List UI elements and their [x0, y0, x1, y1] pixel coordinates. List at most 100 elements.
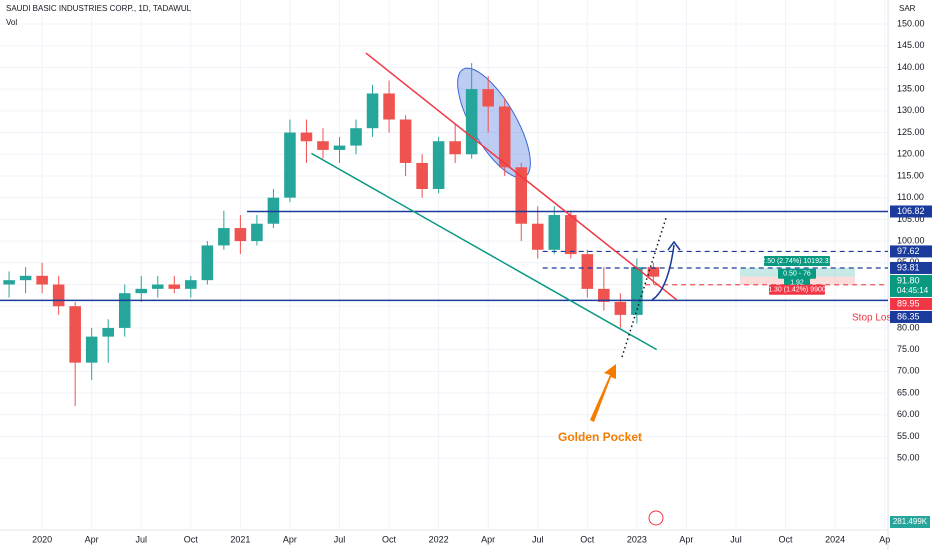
price-label: 97.62	[897, 246, 920, 256]
position-target: 2.50 (2.74%) 10192.31	[761, 258, 832, 265]
x-tick-label: Jul	[730, 534, 742, 544]
stop-loss: Stop Loss	[852, 313, 896, 324]
position-target-box	[764, 255, 830, 266]
candle-body	[647, 267, 660, 277]
x-tick-label: Oct	[382, 534, 397, 544]
candle-body	[383, 93, 395, 120]
symbol-title: SAUDI BASIC INDUSTRIES CORP., 1D, TADAWU…	[6, 4, 192, 13]
position-ratio: 0.50 - 76	[783, 271, 811, 278]
x-tick-label: 2024	[825, 534, 845, 544]
candle-body	[201, 245, 214, 281]
orange-arrow	[590, 364, 616, 422]
price-label-box	[890, 274, 932, 297]
candle-body	[151, 284, 164, 289]
y-tick-label: 55.00	[897, 431, 920, 441]
candle-body	[399, 119, 412, 163]
candle-body	[614, 301, 627, 315]
candle-body	[251, 223, 263, 242]
candle-body	[548, 215, 561, 250]
event-icon[interactable]	[648, 510, 664, 526]
candle-body	[565, 215, 577, 255]
x-tick-label: Oct	[580, 534, 595, 544]
price-label: 106.82	[897, 206, 925, 216]
candle-body	[168, 284, 181, 289]
candle-body	[631, 267, 643, 315]
y-tick-label: 60.00	[897, 409, 920, 419]
volume-legend: Vol	[6, 18, 17, 27]
candle-body	[218, 228, 230, 246]
price-label: 91.80	[897, 275, 920, 285]
volume-label: 281.499K	[893, 517, 928, 526]
x-tick-label: Apr	[481, 534, 495, 544]
y-tick-label: 120.00	[897, 149, 925, 159]
x-tick-label: Jul	[532, 534, 544, 544]
y-tick-label: 135.00	[897, 84, 925, 94]
volume-label-box	[890, 516, 930, 528]
x-tick-label: Apr	[85, 534, 99, 544]
candle-body	[449, 141, 461, 155]
y-tick-label: 125.00	[897, 127, 925, 137]
candle-body	[333, 145, 346, 150]
y-tick-label: 140.00	[897, 62, 925, 72]
y-tick-label: 75.00	[897, 344, 920, 354]
x-tick-label: Jul	[334, 534, 346, 544]
price-label-box	[890, 297, 932, 310]
candle-body	[432, 141, 445, 189]
y-tick-label: 110.00	[897, 192, 924, 202]
candle-body	[52, 284, 65, 307]
candle-body	[515, 167, 528, 224]
position-stop-box	[769, 284, 825, 295]
y-tick-label: 150.00	[897, 18, 925, 28]
x-tick-label: Apr	[679, 534, 693, 544]
x-tick-label: 2021	[230, 534, 250, 544]
y-tick-label: 65.00	[897, 387, 920, 397]
trendline	[311, 152, 658, 351]
arrow-head	[667, 240, 681, 251]
projection-dotted	[621, 217, 667, 358]
candle-body	[102, 327, 114, 337]
candle-body	[267, 197, 280, 224]
countdown: 04:45:14	[897, 286, 929, 295]
candle-body	[366, 93, 379, 129]
y-tick-label: 105.00	[897, 214, 925, 224]
y-tick-label: 130.00	[897, 105, 925, 115]
candle-body	[185, 280, 197, 289]
x-tick-label: Ap	[879, 534, 890, 544]
position-ratio-box	[778, 268, 816, 279]
price-label-box	[890, 310, 932, 323]
projection-arrow	[651, 244, 675, 301]
candle-body	[531, 223, 544, 250]
candle-body	[300, 132, 313, 142]
x-tick-label: Jul	[135, 534, 147, 544]
price-label-box	[890, 205, 932, 218]
price-label: 93.81	[897, 262, 920, 272]
golden-pocket: Golden Pocket	[558, 430, 642, 444]
y-tick-label: 100.00	[897, 235, 925, 245]
candle-body	[317, 141, 329, 150]
price-label-box	[890, 261, 932, 274]
position-stop: 1.30 (1.42%) 9900	[768, 287, 826, 294]
x-tick-label: Apr	[283, 534, 297, 544]
price-label-box	[890, 245, 932, 258]
y-tick-label: 50.00	[897, 453, 920, 463]
candle-body	[350, 128, 362, 146]
candle-body	[135, 288, 148, 294]
x-tick-label: Oct	[779, 534, 794, 544]
candle-body	[482, 89, 494, 107]
candle-body	[36, 275, 48, 285]
x-tick-label: 2020	[32, 534, 52, 544]
candle-body	[416, 162, 428, 189]
candle-body	[69, 306, 81, 363]
candle-body	[284, 132, 296, 198]
candle-body	[19, 275, 32, 281]
x-tick-label: Oct	[184, 534, 199, 544]
candle-body	[498, 106, 511, 168]
candle-body	[118, 293, 131, 328]
currency: SAR	[899, 4, 916, 13]
candle-body	[581, 254, 594, 289]
y-tick-label: 115.00	[897, 170, 924, 180]
trendline	[365, 52, 677, 301]
candle-body	[85, 336, 98, 363]
x-tick-label: 2023	[627, 534, 647, 544]
